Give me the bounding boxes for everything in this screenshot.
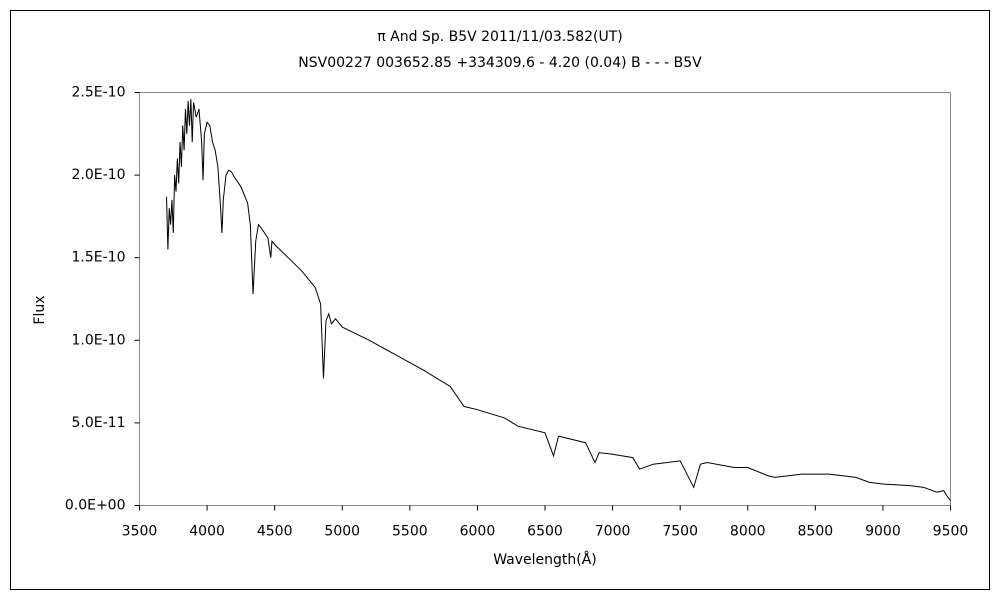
x-tick-label: 3500 <box>122 524 158 540</box>
x-tick-label: 4500 <box>257 524 293 540</box>
chart-subtitle: NSV00227 003652.85 +334309.6 - 4.20 (0.0… <box>298 55 702 71</box>
y-tick-label: 1.0E-10 <box>72 332 126 348</box>
x-tick-label: 7000 <box>595 524 631 540</box>
y-tick-label: 2.0E-10 <box>72 167 126 183</box>
x-tick-label: 9000 <box>865 524 901 540</box>
y-tick-label: 2.5E-10 <box>72 85 126 101</box>
x-axis-label: Wavelength(Å) <box>493 551 597 568</box>
x-tick-label: 5000 <box>324 524 360 540</box>
x-tick-label: 9500 <box>933 524 969 540</box>
chart-frame <box>10 10 990 590</box>
x-tick-label: 6000 <box>460 524 496 540</box>
x-tick-label: 8500 <box>798 524 834 540</box>
y-tick-label: 0.0E+00 <box>65 498 126 514</box>
y-tick-label: 5.0E-11 <box>72 415 126 431</box>
x-tick-label: 7500 <box>662 524 698 540</box>
y-axis-label: Flux <box>32 295 48 324</box>
x-tick-label: 8000 <box>730 524 766 540</box>
spectrum-line <box>166 99 951 501</box>
y-tick-label: 1.5E-10 <box>72 250 126 266</box>
x-tick-label: 4000 <box>189 524 225 540</box>
x-tick-label: 5500 <box>392 524 428 540</box>
chart-title: π And Sp. B5V 2011/11/03.582(UT) <box>377 29 622 45</box>
x-tick-label: 6500 <box>527 524 563 540</box>
